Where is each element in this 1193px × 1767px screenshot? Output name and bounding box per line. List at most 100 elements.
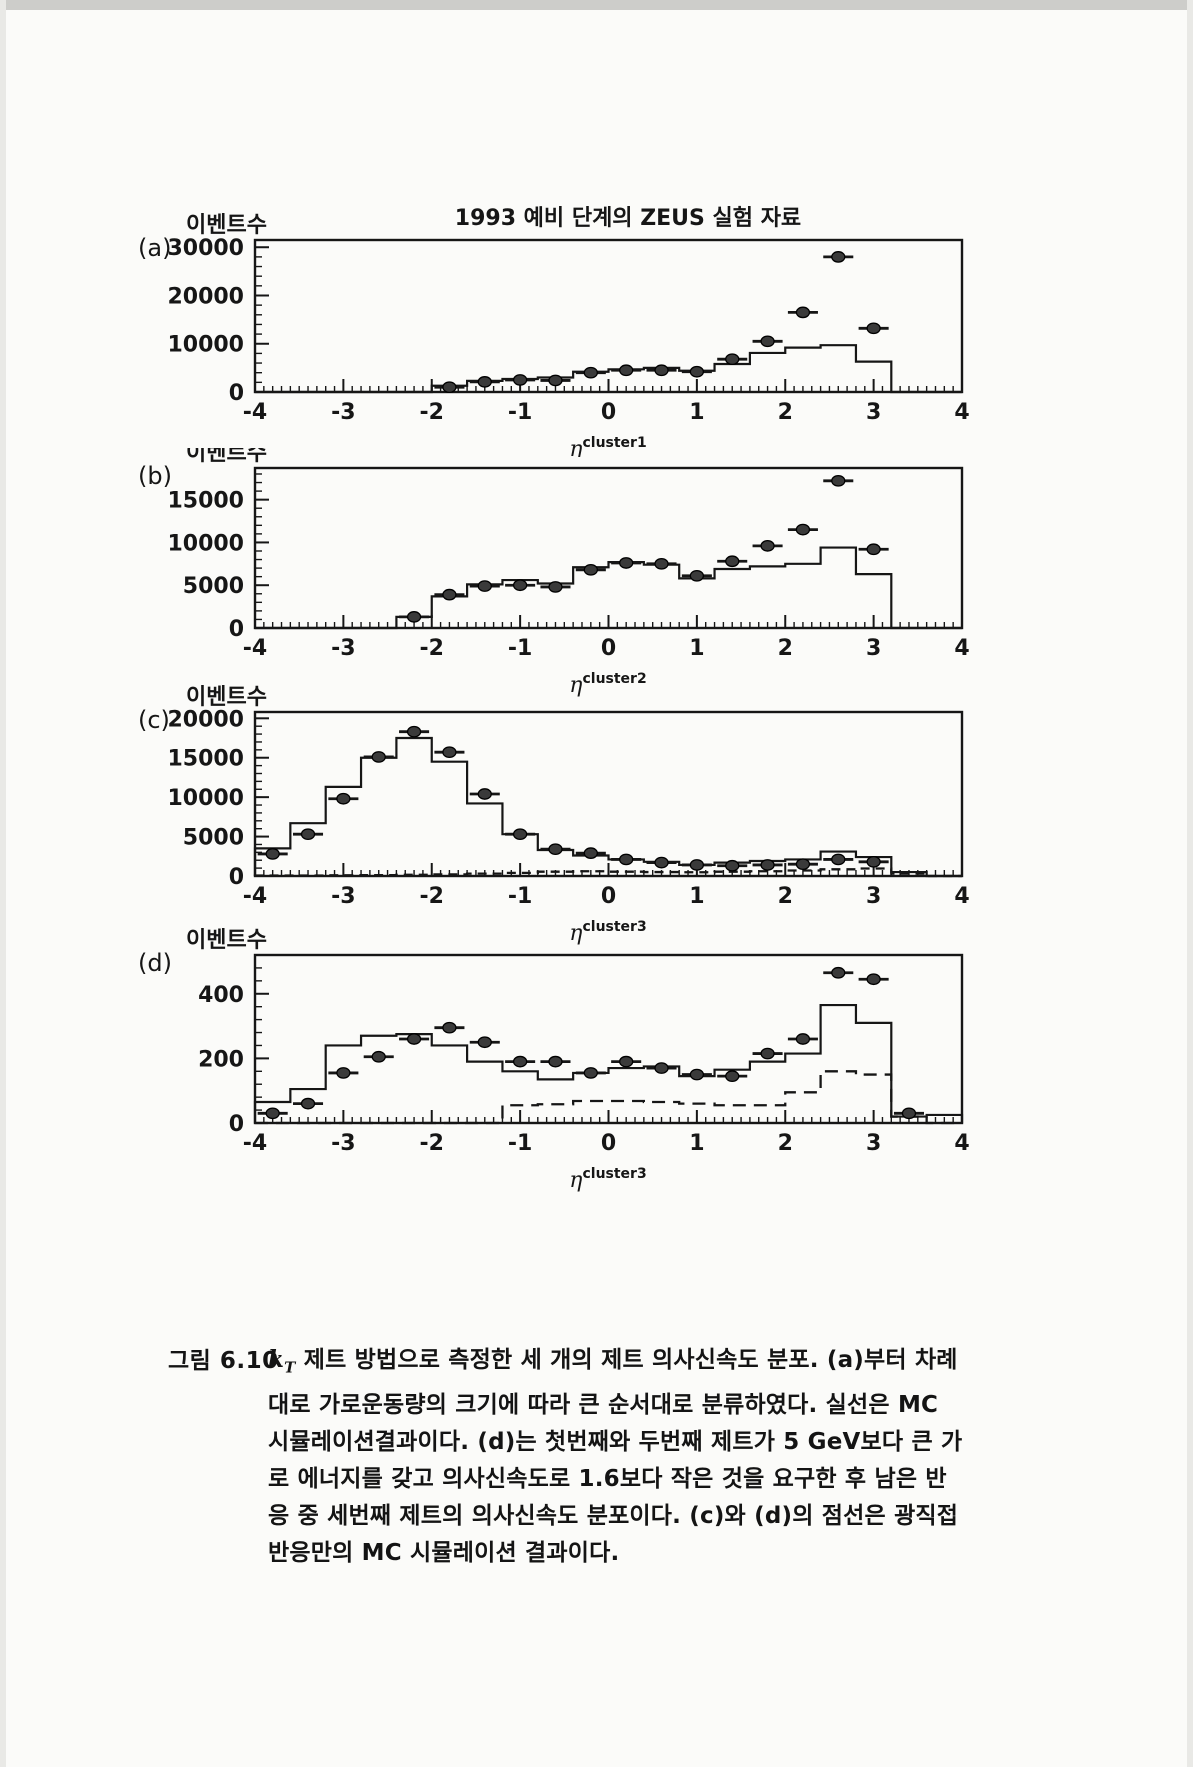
x-tick-label: 2 <box>778 636 793 661</box>
x-tick-label: -4 <box>243 884 267 909</box>
y-tick-label: 5000 <box>183 826 244 851</box>
x-tick-label: 0 <box>601 1131 616 1156</box>
data-point <box>442 1021 457 1034</box>
y-tick-label: 10000 <box>167 333 244 358</box>
data-point <box>477 376 492 388</box>
mc-dashed-histogram <box>253 867 962 878</box>
panel-letter-c: (c) <box>138 706 170 734</box>
data-point <box>866 855 881 868</box>
x-tick-label: 2 <box>778 884 793 909</box>
x-tick-label: -1 <box>508 400 532 425</box>
scan-edge-left <box>0 0 6 1767</box>
panel-b-chart: 0 5000 10000 15000 -4 -3 -2 -1 0 1 2 3 4 (b) 이벤트수 ηclus… <box>138 448 970 698</box>
data-point <box>619 364 634 377</box>
caption-line-4: 로 에너지를 갖고 의사신속도로 1.6보다 작은 것을 요구한 후 남은 반 <box>268 1465 947 1492</box>
data-point <box>512 1055 528 1068</box>
x-tick-label: 4 <box>954 1131 969 1156</box>
y-axis-label: 이벤트수 <box>186 928 267 953</box>
y-tick-label: 0 <box>229 381 244 406</box>
data-point <box>725 555 740 568</box>
data-point <box>725 353 740 366</box>
data-point <box>548 374 563 387</box>
data-point <box>265 848 280 860</box>
y-tick-label: 10000 <box>167 531 244 556</box>
x-tick-label: 0 <box>601 884 616 909</box>
x-axis-title: ηcluster3 <box>569 1166 646 1193</box>
data-point <box>654 1062 669 1074</box>
x-tick-label: 0 <box>601 636 616 661</box>
mc-solid-histogram <box>255 344 962 394</box>
data-point <box>831 966 846 979</box>
data-point <box>477 580 492 592</box>
data-point <box>689 1068 705 1081</box>
x-tick-label: -4 <box>243 400 267 425</box>
data-point <box>760 1047 775 1060</box>
data-point <box>477 788 492 800</box>
panel-c-chart: 0 5000 10000 15000 20000 -4 -3 -2 -1 0 1 2 3 4 (c) 이벤트수… <box>138 685 970 946</box>
y-tick-label: 20000 <box>167 284 244 309</box>
data-point <box>795 1033 811 1045</box>
x-tick-label: 3 <box>866 400 881 425</box>
caption-line-1: kT 제트 방법으로 측정한 세 개의 제트 의사신속도 분포. (a)부터 차… <box>268 1341 1043 1387</box>
caption-line-3: 시뮬레이션결과이다. (d)는 첫번째와 두번째 제트가 5 GeV보다 큰 가 <box>268 1428 963 1455</box>
x-tick-label: 2 <box>778 1131 793 1156</box>
y-tick-label: 15000 <box>167 747 244 772</box>
x-tick-label: -4 <box>243 636 267 661</box>
mc-solid-histogram <box>253 1003 964 1123</box>
x-tick-label: -2 <box>420 884 444 909</box>
data-point <box>725 859 740 872</box>
data-point <box>406 725 422 738</box>
x-axis-title: ηcluster3 <box>569 919 646 946</box>
data-point <box>300 1097 316 1110</box>
x-tick-label: -2 <box>420 636 444 661</box>
data-point <box>548 581 563 593</box>
y-tick-label: 200 <box>198 1047 244 1072</box>
data-point <box>831 251 846 263</box>
x-tick-label: -1 <box>508 1131 532 1156</box>
data-point <box>831 853 846 866</box>
x-tick-label: 4 <box>954 884 969 909</box>
data-point <box>654 856 669 869</box>
data-point <box>512 374 528 386</box>
caption-line-2: 대로 가로운동량의 크기에 따라 큰 순서대로 분류하였다. 실선은 MC <box>268 1391 939 1418</box>
data-point <box>795 306 811 319</box>
y-tick-label: 400 <box>198 983 244 1008</box>
data-point <box>406 1033 422 1045</box>
y-tick-label: 15000 <box>167 489 244 514</box>
panel-letter-a: (a) <box>138 234 171 262</box>
x-axis-title: ηcluster1 <box>569 435 646 457</box>
data-point <box>760 540 775 552</box>
data-point <box>583 847 598 859</box>
y-axis-label: 이벤트수 <box>186 448 267 466</box>
x-tick-label: 0 <box>601 400 616 425</box>
data-point <box>442 381 457 394</box>
panel-a-chart: 0 10000 20000 30000 -4 -3 -2 -1 0 1 2 3 4 (a) 이벤트수 1993… <box>138 205 970 457</box>
data-point <box>265 1107 280 1120</box>
caption-line-6: 반응만의 MC 시뮬레이션 결과이다. <box>268 1539 620 1566</box>
y-tick-label: 0 <box>229 617 244 642</box>
data-point <box>371 1050 386 1063</box>
x-tick-label: 3 <box>866 636 881 661</box>
x-axis-title: ηcluster2 <box>569 671 646 698</box>
data-point <box>336 1067 351 1079</box>
caption-figure-number: 그림 6.10 <box>168 1348 279 1374</box>
data-point <box>901 1107 917 1120</box>
data-point <box>583 1067 598 1079</box>
y-tick-label: 5000 <box>183 574 244 599</box>
data-point <box>654 364 669 377</box>
y-tick-label: 0 <box>229 1112 244 1137</box>
x-tick-label: -2 <box>420 400 444 425</box>
data-point <box>512 579 528 592</box>
x-tick-label: -1 <box>508 636 532 661</box>
data-point <box>300 828 316 841</box>
caption-line-1-text: 제트 방법으로 측정한 세 개의 제트 의사신속도 분포. (a)부터 차례 <box>295 1347 958 1373</box>
x-tick-label: -3 <box>331 884 355 909</box>
x-tick-label: 1 <box>689 1131 704 1156</box>
x-tick-label: 1 <box>689 400 704 425</box>
data-point <box>442 746 457 759</box>
data-point <box>336 792 351 805</box>
x-tick-label: -2 <box>420 1131 444 1156</box>
data-point <box>795 523 811 536</box>
x-tick-label: 2 <box>778 400 793 425</box>
y-tick-label: 0 <box>229 865 244 890</box>
